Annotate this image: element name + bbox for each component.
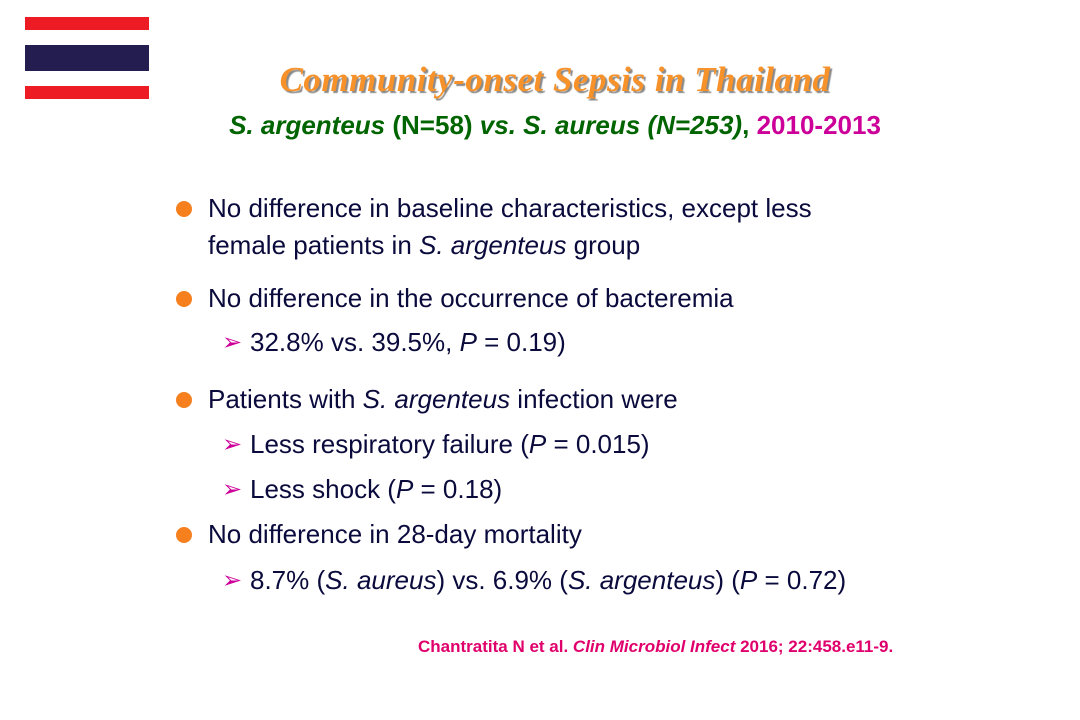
- citation: Chantratita N et al. Clin Microbiol Infe…: [418, 637, 894, 656]
- bullet-item-baseline: No difference in baseline characteristic…: [175, 190, 1035, 264]
- bullet-text: No difference in baseline characteristic…: [208, 193, 812, 260]
- subtitle-count: (N=58): [385, 110, 480, 140]
- bullet-item-mortality: No difference in 28-day mortality: [175, 516, 1035, 553]
- sub-item-mortality-stats: ➢ 8.7% (S. aureus) vs. 6.9% (S. argenteu…: [175, 562, 1035, 599]
- bullet-dot-icon: [176, 527, 192, 543]
- arrow-bullet-icon: ➢: [222, 329, 243, 356]
- bullet-item-patients: Patients with S. argenteus infection wer…: [175, 381, 1035, 418]
- arrow-bullet-icon: ➢: [222, 567, 243, 594]
- sub-item-respiratory: ➢ Less respiratory failure (P = 0.015): [175, 426, 1035, 463]
- bullet-text: Patients with S. argenteus infection wer…: [208, 384, 678, 414]
- sub-item-shock: ➢ Less shock (P = 0.18): [175, 471, 1035, 508]
- bullet-dot-icon: [176, 201, 192, 217]
- thailand-flag-icon: [25, 17, 149, 99]
- bullet-list: No difference in baseline characteristic…: [175, 190, 1035, 599]
- slide-title: Community-onset Sepsis in Thailand: [279, 60, 831, 99]
- bullet-item-bacteremia: No difference in the occurrence of bacte…: [175, 280, 1035, 317]
- subtitle-comparison: vs. S. aureus (N=253): [479, 110, 743, 140]
- bullet-dot-icon: [176, 392, 192, 408]
- slide-subtitle: S. argenteus (N=58) vs. S. aureus (N=253…: [0, 110, 1080, 141]
- bullet-text: No difference in 28-day mortality: [208, 519, 582, 549]
- arrow-bullet-icon: ➢: [222, 431, 243, 458]
- bullet-dot-icon: [176, 291, 192, 307]
- sub-item-bacteremia-stats: ➢ 32.8% vs. 39.5%, P = 0.19): [175, 324, 1035, 361]
- subtitle-years: 2010-2013: [749, 110, 881, 140]
- subtitle-comma: ,: [742, 110, 750, 140]
- citation-journal: Clin Microbiol Infect: [572, 637, 736, 656]
- arrow-bullet-icon: ➢: [222, 476, 243, 503]
- bullet-text: No difference in the occurrence of bacte…: [208, 283, 734, 313]
- subtitle-organism: S. argenteus: [229, 110, 386, 140]
